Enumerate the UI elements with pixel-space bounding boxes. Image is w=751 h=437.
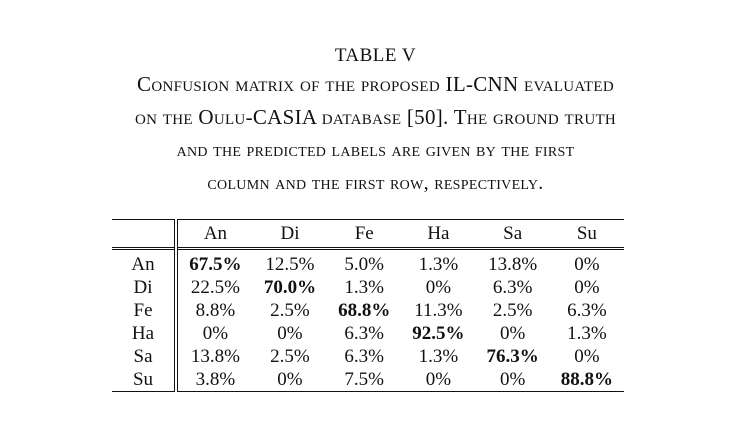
matrix-cell: 0%: [499, 369, 526, 390]
caption-line-3: and the predicted labels are given by th…: [176, 139, 575, 161]
column-header-ha: Ha: [427, 223, 450, 244]
row-label: Su: [112, 368, 178, 392]
matrix-cell-diagonal: 76.3%: [486, 346, 539, 367]
matrix-cell: 6.3%: [344, 346, 384, 367]
matrix-cell: 7.5%: [344, 369, 384, 390]
matrix-cell: 0%: [277, 323, 303, 344]
matrix-cell-diagonal: 88.8%: [560, 369, 613, 390]
table-row: Fe 8.8% 2.5% 68.8% 11.3% 2.5% 6.3%: [112, 299, 624, 322]
confusion-matrix-table: An Di Fe Ha Sa Su An 67.5% 12.5% 5.0% 1.…: [112, 219, 624, 392]
matrix-cell: 2.5%: [270, 346, 310, 367]
table-number: TABLE V: [334, 45, 417, 66]
matrix-cell: 0%: [277, 369, 303, 390]
matrix-cell: 0%: [574, 346, 600, 367]
matrix-cell: 13.8%: [190, 346, 240, 367]
matrix-cell: 8.8%: [195, 300, 236, 321]
matrix-cell: 3.8%: [195, 369, 236, 390]
matrix-cell: 6.3%: [567, 300, 607, 321]
row-label: An: [112, 248, 178, 276]
matrix-cell-diagonal: 67.5%: [189, 254, 242, 275]
matrix-cell: 0%: [425, 369, 452, 390]
column-header-di: Di: [280, 223, 300, 244]
matrix-cell: 2.5%: [492, 300, 533, 321]
column-header-an: An: [203, 223, 228, 244]
matrix-cell: 0%: [499, 323, 526, 344]
matrix-cell: 22.5%: [190, 277, 240, 298]
matrix-cell-diagonal: 70.0%: [263, 277, 317, 298]
matrix-cell: 6.3%: [492, 277, 533, 298]
row-label: Ha: [112, 322, 178, 345]
matrix-cell: 12.5%: [265, 254, 315, 275]
matrix-cell: 0%: [574, 277, 600, 298]
corner-cell: [112, 219, 178, 249]
table-row: Su 3.8% 0% 7.5% 0% 0% 88.8%: [112, 368, 624, 392]
table-row: Ha 0% 0% 6.3% 92.5% 0% 1.3%: [112, 322, 624, 345]
matrix-cell: 1.3%: [418, 346, 459, 367]
table-row: Sa 13.8% 2.5% 6.3% 1.3% 76.3% 0%: [112, 345, 624, 368]
header-row: An Di Fe Ha Sa Su: [112, 219, 624, 249]
matrix-cell-diagonal: 92.5%: [412, 323, 465, 344]
matrix-cell: 13.8%: [488, 254, 538, 275]
column-header-sa: Sa: [503, 223, 523, 244]
column-header-su: Su: [576, 223, 597, 244]
matrix-cell: 0%: [574, 254, 600, 275]
table-caption: TABLE V Confusion matrix of the proposed…: [0, 44, 751, 200]
matrix-cell-diagonal: 68.8%: [338, 300, 391, 321]
matrix-cell: 6.3%: [344, 323, 384, 344]
row-label: Di: [112, 276, 178, 299]
matrix-cell: 0%: [202, 323, 229, 344]
table-row: An 67.5% 12.5% 5.0% 1.3% 13.8% 0%: [112, 248, 624, 276]
caption-line-1: Confusion matrix of the proposed IL-CNN …: [137, 72, 614, 96]
matrix-cell: 2.5%: [270, 300, 310, 321]
matrix-cell: 1.3%: [344, 277, 384, 298]
row-label: Sa: [112, 345, 178, 368]
matrix-cell: 1.3%: [567, 323, 607, 344]
caption-line-2: on the Oulu-CASIA database [50]. The gro…: [134, 105, 617, 129]
column-header-fe: Fe: [354, 223, 374, 244]
matrix-cell: 0%: [425, 277, 452, 298]
matrix-cell: 11.3%: [414, 300, 463, 321]
row-label: Fe: [112, 299, 178, 322]
matrix-cell: 5.0%: [344, 254, 384, 275]
matrix-cell: 1.3%: [418, 254, 459, 275]
caption-line-4: column and the first row, respectively.: [207, 172, 544, 194]
table-row: Di 22.5% 70.0% 1.3% 0% 6.3% 0%: [112, 276, 624, 299]
